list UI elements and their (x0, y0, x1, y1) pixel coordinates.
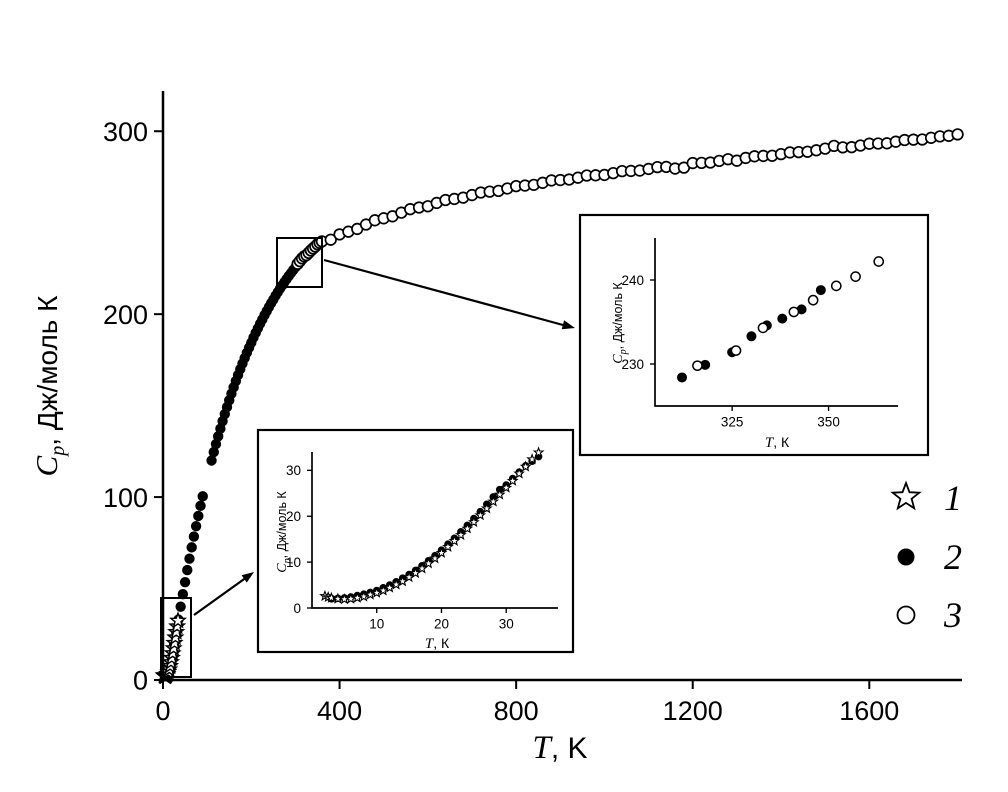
inset-pointer-arrow-low (193, 572, 254, 616)
inset-high-x-axis-label: T, К (765, 434, 790, 451)
svg-text:1200: 1200 (663, 696, 723, 726)
svg-text:10: 10 (369, 617, 384, 632)
svg-text:1600: 1600 (839, 696, 899, 726)
filled-circle-icon (897, 548, 915, 566)
svg-text:325: 325 (721, 415, 744, 430)
legend-label-1: 1 (944, 478, 962, 518)
inset-near-room-temperature: 325 350 230 240 Cp, Дж/моль К T, К (578, 213, 930, 457)
svg-text:0: 0 (293, 601, 301, 616)
svg-text:0: 0 (133, 666, 148, 696)
inset-low-box (256, 428, 575, 654)
legend: 1 2 3 (890, 478, 962, 635)
inset-low-temperature: 10 20 30 0 10 20 30 Cp, Дж/моль К T, К (256, 428, 575, 654)
series-1-points (319, 446, 545, 605)
star-icon (890, 480, 922, 511)
svg-text:100: 100 (103, 483, 148, 513)
legend-label-2: 2 (944, 537, 962, 577)
inset-high-axes: 325 350 230 240 (621, 238, 898, 430)
series-3-points (692, 256, 885, 372)
svg-text:800: 800 (494, 696, 539, 726)
svg-text:350: 350 (817, 415, 840, 430)
inset-high-y-axis-label: Cp, Дж/моль К (611, 282, 629, 364)
open-circle-icon (896, 605, 916, 625)
legend-item-3: 3 (896, 595, 962, 635)
inset-low-series (319, 446, 545, 605)
zoom-region-box-mid (276, 237, 323, 288)
svg-text:30: 30 (286, 463, 301, 478)
legend-item-1: 1 (890, 478, 962, 518)
svg-text:10: 10 (286, 555, 301, 570)
svg-text:200: 200 (103, 300, 148, 330)
svg-text:240: 240 (621, 273, 644, 288)
svg-text:20: 20 (434, 617, 449, 632)
zoom-region-box-low (160, 597, 192, 678)
svg-text:400: 400 (317, 696, 362, 726)
series-3-points (291, 128, 964, 271)
svg-text:30: 30 (499, 617, 514, 632)
main-x-axis-label: T, K (532, 730, 587, 766)
svg-text:230: 230 (621, 357, 644, 372)
inset-low-y-axis-label: Cp, Дж/моль К (275, 491, 293, 573)
inset-low-x-axis-label: T, К (425, 635, 450, 652)
inset-pointer-arrow-high (323, 258, 575, 330)
main-y-axis-label: Cp, Дж/моль К (29, 295, 69, 477)
inset-low-axes: 10 20 30 0 10 20 30 (286, 452, 558, 632)
svg-text:20: 20 (286, 509, 301, 524)
svg-text:0: 0 (155, 696, 170, 726)
svg-text:300: 300 (103, 117, 148, 147)
legend-item-2: 2 (897, 537, 962, 577)
inset-high-series (677, 256, 885, 383)
legend-label-3: 3 (943, 595, 962, 635)
